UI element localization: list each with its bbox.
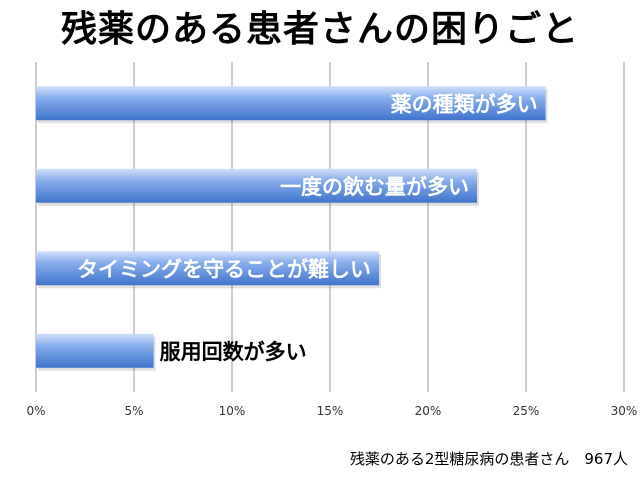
x-tick-label: 25% — [513, 404, 540, 418]
bar — [36, 86, 546, 121]
chart-footnote: 残薬のある2型糖尿病の患者さん 967人 — [349, 450, 628, 468]
x-tick-label: 20% — [415, 404, 442, 418]
bar — [36, 333, 154, 368]
bar-category-label: タイミングを守ることが難しい — [77, 257, 371, 281]
bar-category-label: 一度の飲む量が多い — [280, 175, 469, 199]
bar-category-label: 薬の種類が多い — [391, 92, 538, 116]
bar — [36, 251, 379, 286]
x-tick-label: 0% — [26, 404, 45, 418]
x-tick-label: 30% — [611, 404, 638, 418]
chart-title: 残薬のある患者さんの困りごと — [60, 9, 579, 50]
x-tick-label: 15% — [317, 404, 344, 418]
x-tick-label: 10% — [219, 404, 246, 418]
bar-category-label: 服用回数が多い — [160, 340, 307, 364]
x-tick-label: 5% — [124, 404, 143, 418]
x-axis-ticks: 0% 5% 10% 15% 20% 25% 30% — [26, 404, 637, 418]
bar — [36, 168, 477, 203]
